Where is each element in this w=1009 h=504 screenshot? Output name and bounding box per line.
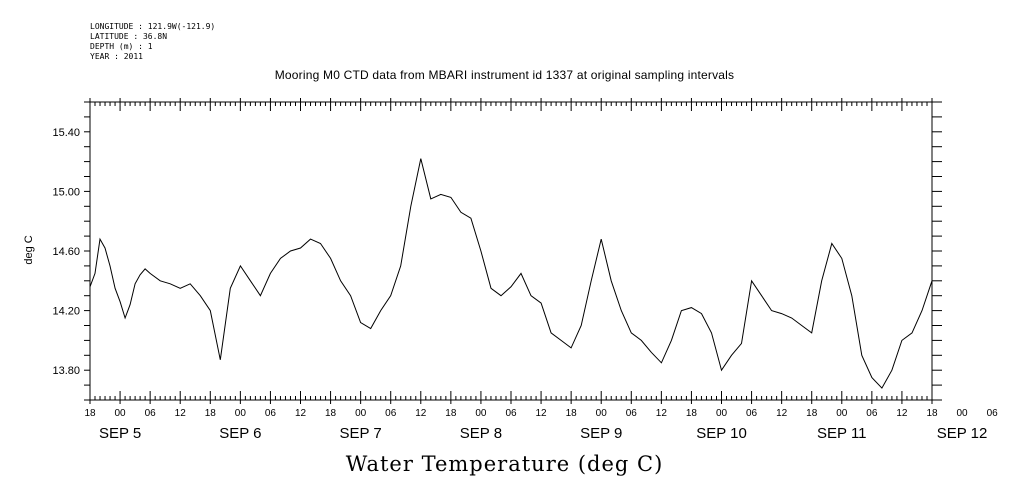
y-tick-label: 15.00: [52, 186, 80, 198]
x-tick-label: 06: [385, 408, 397, 419]
axis-ticks: [84, 98, 942, 404]
x-day-label: SEP 11: [817, 425, 866, 442]
x-tick-label: 12: [776, 408, 788, 419]
x-tick-label: 00: [115, 408, 127, 419]
depth-label: DEPTH (m) : 1: [90, 42, 153, 51]
longitude-label: LONGITUDE : 121.9W(-121.9): [90, 22, 216, 31]
x-day-label: SEP 12: [937, 425, 988, 442]
x-tick-label: 06: [626, 408, 638, 419]
x-tick-label: 12: [415, 408, 427, 419]
x-tick-label: 12: [896, 408, 908, 419]
x-tick-label: 18: [325, 408, 337, 419]
x-tick-label: 18: [926, 408, 938, 419]
x-tick-label: 18: [445, 408, 457, 419]
x-day-label: SEP 7: [340, 425, 382, 442]
year-label: YEAR : 2011: [90, 52, 143, 61]
x-day-label: SEP 8: [460, 425, 502, 442]
x-tick-label: 06: [265, 408, 277, 419]
y-tick-label: 15.40: [52, 127, 80, 139]
y-tick-label: 13.80: [52, 365, 80, 377]
x-tick-label: 06: [987, 408, 999, 419]
latitude-label: LATITUDE : 36.8N: [90, 32, 168, 41]
x-axis-title: Water Temperature (deg C): [345, 452, 664, 476]
x-tick-label: 12: [536, 408, 548, 419]
x-tick-label: 00: [475, 408, 487, 419]
chart-title: Mooring M0 CTD data from MBARI instrumen…: [274, 68, 735, 82]
x-tick-label: 00: [716, 408, 728, 419]
x-tick-label: 18: [566, 408, 578, 419]
x-tick-label: 18: [686, 408, 698, 419]
plot-frame: [89, 101, 933, 401]
x-tick-label: 00: [235, 408, 247, 419]
x-tick-label: 18: [84, 408, 96, 419]
x-tick-label: 18: [205, 408, 217, 419]
x-tick-label: 06: [145, 408, 157, 419]
x-day-label: SEP 9: [580, 425, 622, 442]
dataset-metadata: LONGITUDE : 121.9W(-121.9) LATITUDE : 36…: [90, 22, 215, 62]
x-tick-label: 06: [505, 408, 517, 419]
x-tick-label: 12: [295, 408, 307, 419]
x-tick-label: 06: [866, 408, 878, 419]
axis-labels: 18 00 06 12 18 00 06 12 18 00 06 12 18 00 06 12 18 00 06 12…: [52, 127, 999, 442]
x-day-label: SEP 10: [696, 425, 747, 442]
x-tick-label: 00: [957, 408, 969, 419]
y-tick-label: 14.20: [52, 306, 80, 318]
y-tick-label: 14.60: [52, 246, 80, 258]
x-tick-label: 00: [355, 408, 367, 419]
x-tick-label: 12: [175, 408, 187, 419]
x-tick-label: 18: [806, 408, 818, 419]
x-tick-label: 06: [746, 408, 758, 419]
y-axis-label: deg C: [23, 235, 35, 264]
x-tick-label: 12: [656, 408, 668, 419]
x-tick-label: 00: [596, 408, 608, 419]
x-tick-label: 00: [836, 408, 848, 419]
series-line: [89, 158, 933, 389]
x-day-label: SEP 6: [219, 425, 261, 442]
x-day-label: SEP 5: [99, 425, 141, 442]
